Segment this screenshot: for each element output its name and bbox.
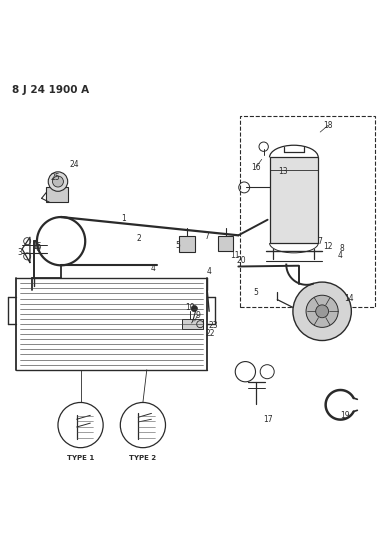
Text: TYPE 2: TYPE 2	[129, 455, 156, 461]
Text: 14: 14	[344, 294, 354, 303]
Bar	[182, 319, 203, 329]
Text: 9: 9	[195, 311, 200, 320]
Text: 10: 10	[185, 303, 194, 312]
Text: 25: 25	[50, 173, 60, 182]
Text: 1: 1	[121, 214, 126, 223]
Text: 5: 5	[176, 240, 180, 249]
Text: 2: 2	[136, 234, 142, 243]
Bar	[269, 157, 318, 243]
Text: 19: 19	[341, 411, 350, 420]
Text: 18: 18	[323, 121, 333, 130]
Text: 3: 3	[18, 248, 23, 257]
Text: 16: 16	[251, 163, 261, 172]
Text: 12: 12	[323, 242, 333, 251]
Bar	[240, 117, 375, 308]
Circle shape	[191, 305, 197, 312]
Text: 7: 7	[318, 237, 323, 246]
Text: TYPE 1: TYPE 1	[67, 455, 94, 461]
Text: 17: 17	[263, 415, 273, 424]
Text: 11: 11	[230, 251, 239, 260]
Text: 8 J 24 1900 A: 8 J 24 1900 A	[13, 85, 90, 95]
Text: 22: 22	[206, 329, 215, 338]
Circle shape	[52, 176, 63, 187]
Text: 7: 7	[205, 232, 210, 240]
Text: 13: 13	[278, 166, 288, 175]
Text: 15: 15	[32, 242, 42, 251]
Text: 24: 24	[70, 160, 79, 169]
Circle shape	[316, 305, 328, 318]
Text: 8: 8	[339, 245, 344, 254]
Circle shape	[306, 295, 338, 327]
Circle shape	[293, 282, 352, 341]
Text: 4: 4	[150, 264, 155, 273]
Text: 6: 6	[35, 245, 40, 254]
Text: 4: 4	[207, 266, 212, 276]
Circle shape	[48, 172, 68, 191]
Text: 4: 4	[337, 251, 342, 260]
Bar	[179, 236, 195, 252]
Text: 5: 5	[253, 288, 258, 297]
Bar	[46, 187, 68, 202]
Text: 23: 23	[208, 321, 218, 330]
Text: 20: 20	[237, 256, 246, 265]
Bar	[218, 236, 233, 251]
